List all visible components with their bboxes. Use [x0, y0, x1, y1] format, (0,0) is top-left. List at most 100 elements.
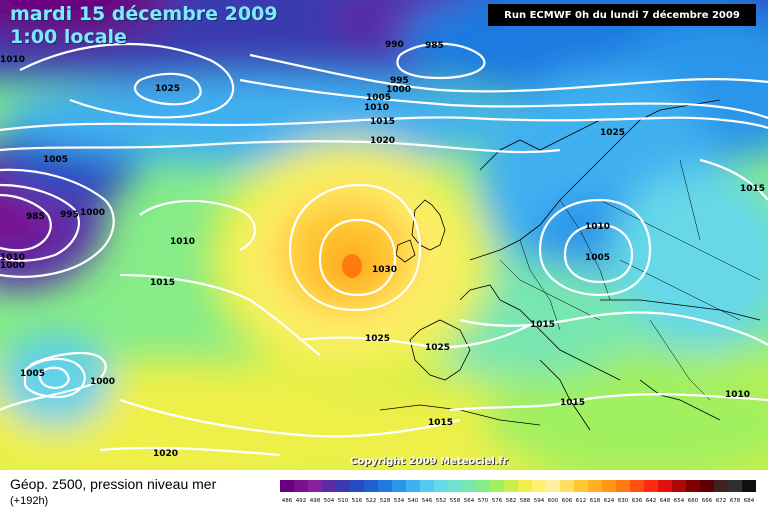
- scale-label: 510: [338, 498, 349, 504]
- scale-swatch: [630, 480, 644, 492]
- scale-swatch: [588, 480, 602, 492]
- scale-swatch: [336, 480, 350, 492]
- isobar-label: 995: [390, 76, 409, 86]
- map-canvas: 990 985 995 1000 1005 1010 1015 1020 102…: [0, 0, 768, 470]
- isobar-label: 1005: [366, 93, 391, 103]
- isobar-label: 1030: [372, 265, 397, 275]
- forecast-hour: 1:00 locale: [10, 26, 127, 48]
- isobar-label: 1000: [0, 261, 25, 271]
- scale-label: 582: [506, 498, 517, 504]
- legend-subtitle: (+192h): [10, 495, 49, 507]
- scale-swatch: [308, 480, 322, 492]
- isobar-label: 1000: [90, 377, 115, 387]
- isobar-label: 1000: [386, 85, 411, 95]
- isobar-label: 1015: [150, 278, 175, 288]
- scale-swatch: [462, 480, 476, 492]
- scale-swatch: [476, 480, 490, 492]
- scale-label: 684: [744, 498, 755, 504]
- scale-label: 486: [282, 498, 293, 504]
- isobar-label: 1015: [740, 184, 765, 194]
- scale-label: 660: [688, 498, 699, 504]
- scale-swatch: [574, 480, 588, 492]
- scale-label: 654: [674, 498, 685, 504]
- run-info: Run ECMWF 0h du lundi 7 décembre 2009: [488, 4, 756, 26]
- scale-label: 546: [422, 498, 433, 504]
- scale-swatch: [434, 480, 448, 492]
- copyright: Copyright 2009 Meteociel.fr: [350, 456, 508, 467]
- isobar-label: 1010: [0, 55, 25, 65]
- isobar-label: 1005: [585, 253, 610, 263]
- scale-label: 612: [576, 498, 587, 504]
- scale-label: 600: [548, 498, 559, 504]
- borders: [499, 159, 761, 401]
- scale-label: 540: [408, 498, 419, 504]
- isobar-label: 1010: [364, 103, 389, 113]
- coastlines: [379, 99, 761, 431]
- isobar-label: 1000: [80, 208, 105, 218]
- scale-label: 672: [716, 498, 727, 504]
- isobar-label: 985: [425, 41, 444, 51]
- isobar-label: 1005: [20, 369, 45, 379]
- scale-swatch: [602, 480, 616, 492]
- scale-label: 630: [618, 498, 629, 504]
- scale-swatch: [672, 480, 686, 492]
- isobar-label: 1015: [560, 398, 585, 408]
- scale-swatch: [490, 480, 504, 492]
- scale-swatch: [616, 480, 630, 492]
- forecast-date: mardi 15 décembre 2009: [10, 3, 278, 25]
- scale-label: 606: [562, 498, 573, 504]
- isobar-label: 1015: [370, 117, 395, 127]
- scale-swatch: [658, 480, 672, 492]
- scale-swatch: [560, 480, 574, 492]
- isobar-label: 1010: [0, 253, 25, 263]
- isobar-label: 1010: [725, 390, 750, 400]
- scale-swatch: [392, 480, 406, 492]
- scale-label: 588: [520, 498, 531, 504]
- scale-label: 642: [646, 498, 657, 504]
- scale-swatch: [700, 480, 714, 492]
- isobar-label: 995: [60, 210, 79, 220]
- scale-label: 504: [324, 498, 335, 504]
- isobar-label: 1025: [600, 128, 625, 138]
- isobar-label: 1010: [170, 237, 195, 247]
- color-scale: 486 492 498 504 510 516 522 528 534 540 546 552 558 5…: [280, 480, 756, 504]
- scale-swatch: [532, 480, 546, 492]
- scale-swatch: [350, 480, 364, 492]
- scale-label: 570: [478, 498, 489, 504]
- scale-label: 528: [380, 498, 391, 504]
- scale-swatch: [714, 480, 728, 492]
- scale-swatch: [322, 480, 336, 492]
- isobar-label: 985: [26, 212, 45, 222]
- scale-label: 516: [352, 498, 363, 504]
- scale-label: 594: [534, 498, 545, 504]
- isobar-label: 1005: [43, 155, 68, 165]
- legend-bar: Géop. z500, pression niveau mer (+192h) …: [0, 470, 768, 512]
- scale-swatch: [518, 480, 532, 492]
- scale-label: 492: [296, 498, 307, 504]
- scale-swatch: [504, 480, 518, 492]
- scale-label: 576: [492, 498, 503, 504]
- scale-swatch: [644, 480, 658, 492]
- scale-label: 534: [394, 498, 405, 504]
- scale-label: 666: [702, 498, 713, 504]
- scale-label: 678: [730, 498, 741, 504]
- high-pressure-center: [342, 254, 362, 278]
- scale-label: 636: [632, 498, 643, 504]
- scale-swatch: [294, 480, 308, 492]
- scale-label: 624: [604, 498, 615, 504]
- legend-title: Géop. z500, pression niveau mer: [10, 476, 217, 492]
- scale-swatch: [742, 480, 756, 492]
- scale-swatch: [378, 480, 392, 492]
- isobar-label: 1025: [365, 334, 390, 344]
- scale-swatch: [364, 480, 378, 492]
- scale-swatch: [728, 480, 742, 492]
- isobar-labels: 990 985 995 1000 1005 1010 1015 1020 102…: [0, 40, 765, 459]
- scale-label: 564: [464, 498, 475, 504]
- isobar-label: 1010: [585, 222, 610, 232]
- scale-label: 498: [310, 498, 321, 504]
- scale-swatch: [686, 480, 700, 492]
- scale-swatch: [406, 480, 420, 492]
- scale-label: 618: [590, 498, 601, 504]
- scale-swatch: [420, 480, 434, 492]
